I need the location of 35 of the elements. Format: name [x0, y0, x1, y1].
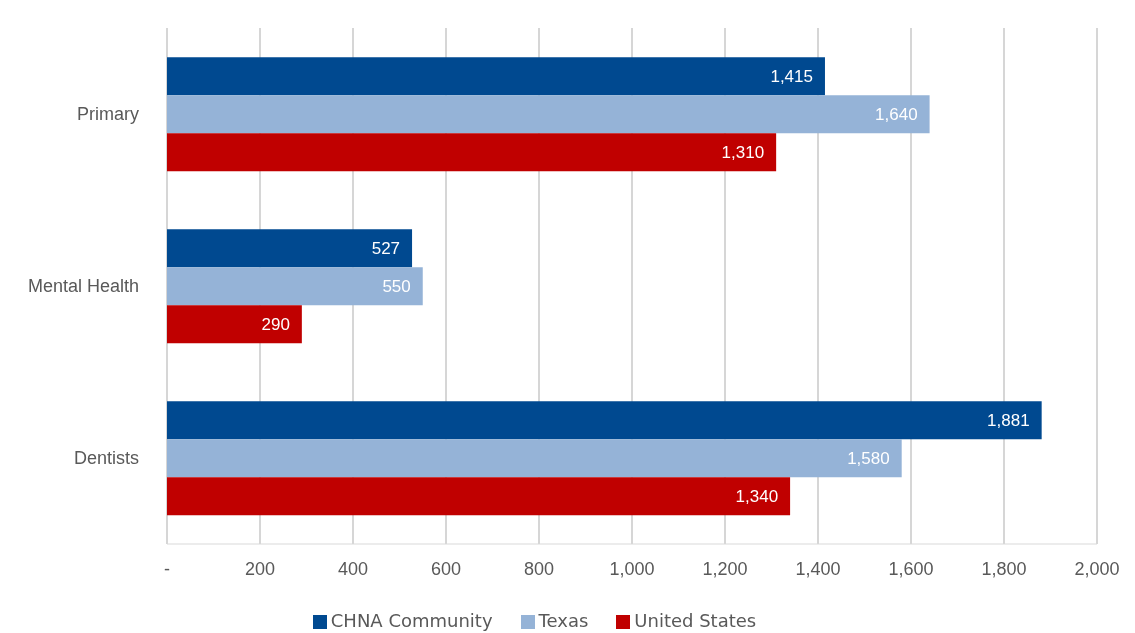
x-tick-label: 200 — [244, 558, 276, 579]
bar — [167, 401, 1042, 440]
legend-label: Texas — [538, 610, 589, 631]
data-label: 290 — [261, 315, 290, 335]
x-tick-label: 1,000 — [609, 558, 655, 579]
legend-label: United States — [634, 610, 757, 631]
x-tick-label: 1,800 — [981, 558, 1027, 579]
bar — [167, 439, 902, 478]
bar — [167, 267, 423, 306]
data-label: 1,580 — [847, 449, 890, 469]
x-tick-label: 800 — [523, 558, 555, 579]
bar — [167, 95, 930, 134]
data-label: 550 — [382, 277, 411, 297]
bar — [167, 57, 825, 96]
bar — [167, 133, 777, 172]
x-tick-label: 1,200 — [702, 558, 748, 579]
x-tick-label: 400 — [337, 558, 369, 579]
y-tick-label: Mental Health — [27, 276, 139, 297]
bar — [167, 477, 791, 516]
data-label: 1,310 — [721, 143, 765, 163]
data-label: 1,415 — [770, 67, 813, 87]
x-tick-label: - — [164, 558, 170, 579]
y-tick-label: Dentists — [73, 448, 139, 469]
x-tick-label: 1,600 — [888, 558, 934, 579]
data-label: 527 — [371, 239, 401, 259]
x-tick-label: 1,400 — [795, 558, 841, 579]
x-tick-label: 600 — [430, 558, 462, 579]
data-label: 1,881 — [987, 411, 1030, 431]
data-label: 1,340 — [735, 487, 779, 507]
bar — [167, 305, 302, 344]
data-label: 1,640 — [875, 105, 918, 125]
legend-label: CHNA Community — [330, 610, 493, 631]
bar — [167, 229, 413, 268]
y-tick-label: Primary — [77, 104, 139, 125]
x-tick-label: 2,000 — [1074, 558, 1120, 579]
